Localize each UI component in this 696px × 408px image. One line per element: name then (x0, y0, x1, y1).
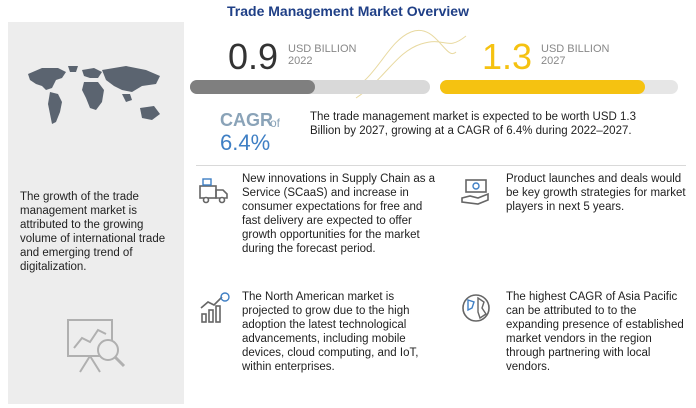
divider (196, 165, 686, 166)
money-hand-icon (461, 179, 489, 205)
left-description: The growth of the trade management marke… (20, 191, 166, 273)
value-2027-bar-fill (440, 80, 645, 94)
value-2022-number: 0.9 (228, 36, 279, 77)
globe-icon (462, 294, 490, 322)
value-2022-unit: USD BILLION (288, 43, 357, 55)
analytics-magnifier-icon (67, 319, 126, 373)
cagr-of: of (270, 116, 281, 130)
cagr-label: CAGR (220, 110, 273, 130)
growth-chart-icon (200, 292, 230, 323)
page-title: Trade Management Market Overview (227, 3, 469, 19)
point-scaas: New innovations in Supply Chain as a Ser… (242, 173, 436, 255)
point-north-america: The North American market is projected t… (242, 291, 419, 373)
value-2027-number: 1.3 (482, 36, 533, 77)
point-asia-pacific: The highest CAGR of Asia Pacific can be … (506, 291, 684, 373)
world-map-icon (28, 66, 160, 124)
left-panel: The growth of the trade management marke… (8, 22, 184, 404)
value-2022-year: 2022 (288, 55, 313, 67)
value-2022-bar-track (190, 80, 430, 94)
value-2022-bar-fill (190, 80, 315, 94)
point-product-launches: Product launches and deals would be key … (506, 173, 686, 213)
cagr-value: 6.4% (220, 130, 271, 155)
value-2027-bar-track (440, 80, 678, 94)
supply-chain-icon (199, 178, 228, 204)
value-2027-year: 2027 (541, 55, 566, 67)
value-2027-unit: USD BILLION (541, 43, 610, 55)
market-summary: The trade management market is expected … (310, 111, 636, 137)
